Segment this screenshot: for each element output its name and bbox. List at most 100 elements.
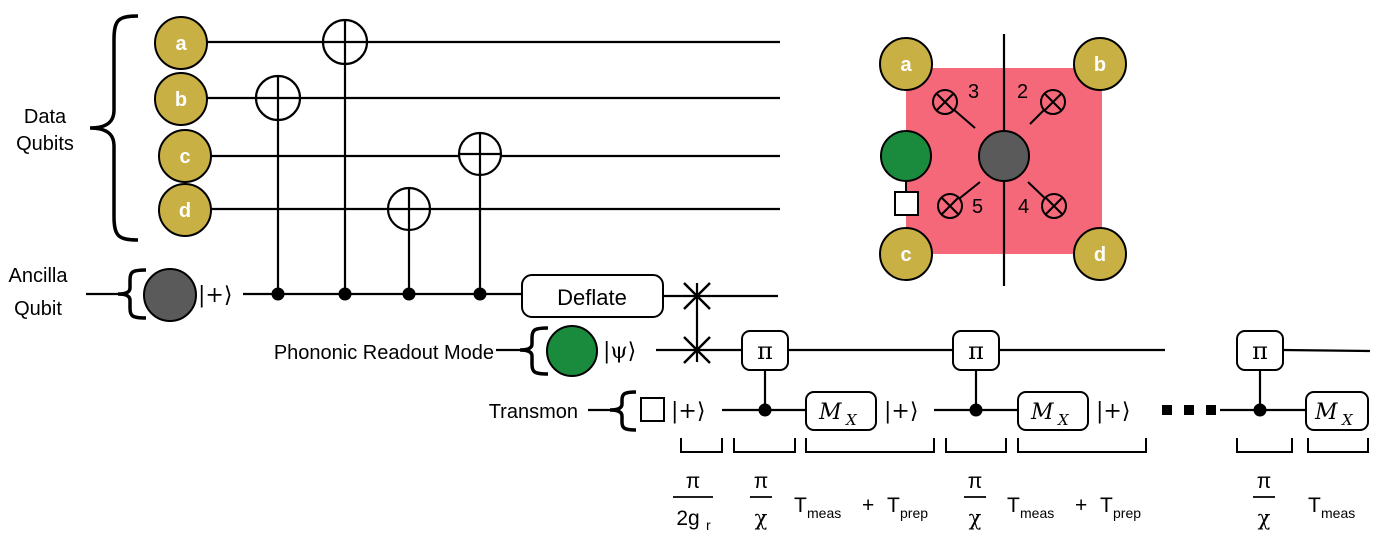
svg-text:M: M xyxy=(1314,400,1338,425)
svg-text:π: π xyxy=(1252,337,1268,365)
coupler-5: 5 xyxy=(937,193,983,219)
transmon-brace xyxy=(609,390,637,432)
phononic-mode xyxy=(546,325,598,377)
svg-text:X: X xyxy=(1341,411,1354,429)
svg-text:T: T xyxy=(794,494,807,517)
data-qubit-c: c xyxy=(158,129,212,183)
inset-ancilla xyxy=(978,130,1030,182)
svg-text:π: π xyxy=(968,470,983,493)
timing-meas-prep-1: T meas + T prep xyxy=(794,494,928,521)
inset-qubit-c: c xyxy=(879,227,933,281)
phononic-brace xyxy=(519,326,549,376)
coupler-3: 3 xyxy=(932,81,979,115)
inset-qubit-a: a xyxy=(879,37,933,91)
svg-text:r: r xyxy=(706,517,711,533)
ancilla-brace xyxy=(117,268,147,320)
deflate-gate: Deflate xyxy=(521,274,664,318)
svg-text:b: b xyxy=(175,89,187,111)
timing-chi-3: π χ xyxy=(1253,470,1275,530)
svg-text:+: + xyxy=(862,494,874,517)
timing-chi-2: π χ xyxy=(964,470,986,530)
svg-text:2: 2 xyxy=(1017,81,1028,103)
controlled-pi-3: π xyxy=(1236,330,1284,417)
svg-text:T: T xyxy=(1100,494,1113,517)
ancilla-qubit xyxy=(143,268,197,322)
inset-qubit-d: d xyxy=(1073,227,1127,281)
svg-text:meas: meas xyxy=(1020,505,1054,521)
measure-x-2: M X xyxy=(1017,391,1089,431)
svg-text:T: T xyxy=(1007,494,1020,517)
transmon-square xyxy=(640,397,665,422)
ancilla-ket: |+⟩ xyxy=(198,283,232,308)
cnot-b xyxy=(254,74,302,301)
controlled-pi-1: π xyxy=(741,330,789,417)
timing-chi-1: π χ xyxy=(750,470,772,530)
svg-text:χ: χ xyxy=(1258,506,1271,530)
ancilla-label-1: Ancilla xyxy=(9,265,69,287)
svg-text:3: 3 xyxy=(968,81,979,103)
svg-text:π: π xyxy=(754,470,769,493)
measure-x-3: M X xyxy=(1305,391,1369,431)
controlled-pi-2: π xyxy=(952,330,1000,417)
data-qubit-d: d xyxy=(158,183,212,237)
inset-transmon xyxy=(894,191,919,216)
cnot-a xyxy=(321,18,369,301)
svg-text:π: π xyxy=(968,337,984,365)
svg-text:π: π xyxy=(686,470,701,493)
phononic-ket: |ψ⟩ xyxy=(603,339,636,364)
timing-meas-prep-2: T meas + T prep xyxy=(1007,494,1141,521)
svg-text:meas: meas xyxy=(1321,505,1355,521)
svg-text:+: + xyxy=(1075,494,1087,517)
data-qubits-brace xyxy=(89,14,139,242)
reset-ket-1: |+⟩ xyxy=(884,399,918,424)
coupler-4: 4 xyxy=(1018,193,1067,219)
svg-text:X: X xyxy=(1057,411,1070,429)
reset-ket-2: |+⟩ xyxy=(1096,399,1130,424)
svg-text:π: π xyxy=(757,337,773,365)
timing-meas-3: T meas xyxy=(1308,494,1355,521)
cnot-d xyxy=(386,186,432,301)
svg-text:2g: 2g xyxy=(676,507,699,530)
svg-text:d: d xyxy=(1094,244,1106,266)
measure-x-1: M X xyxy=(805,391,877,431)
svg-text:χ: χ xyxy=(755,506,768,530)
data-qubit-b: b xyxy=(154,72,208,126)
svg-text:5: 5 xyxy=(972,196,983,218)
svg-text:a: a xyxy=(175,33,187,55)
svg-text:meas: meas xyxy=(807,505,841,521)
timing-swap: π 2g r xyxy=(673,470,713,533)
svg-text:M: M xyxy=(1030,400,1054,425)
cnot-c xyxy=(457,131,503,301)
svg-text:a: a xyxy=(900,54,912,76)
swap-gate xyxy=(683,282,711,364)
svg-text:prep: prep xyxy=(900,505,928,521)
svg-text:Deflate: Deflate xyxy=(557,285,627,310)
data-qubits-label-1: Data xyxy=(24,106,67,128)
svg-text:T: T xyxy=(887,494,900,517)
svg-text:M: M xyxy=(818,400,842,425)
ancilla-label-2: Qubit xyxy=(14,298,62,320)
svg-text:d: d xyxy=(179,200,191,222)
svg-text:T: T xyxy=(1308,494,1321,517)
data-qubits-label-2: Qubits xyxy=(16,133,74,155)
svg-text:χ: χ xyxy=(969,506,982,530)
svg-text:prep: prep xyxy=(1113,505,1141,521)
ellipsis-dots xyxy=(1162,405,1216,415)
svg-text:4: 4 xyxy=(1018,196,1029,218)
transmon-ket: |+⟩ xyxy=(671,399,705,424)
data-qubit-a: a xyxy=(154,16,208,70)
svg-text:b: b xyxy=(1094,54,1106,76)
inset-phononic xyxy=(880,130,932,182)
svg-text:π: π xyxy=(1257,470,1272,493)
inset-qubit-b: b xyxy=(1073,37,1127,91)
inset-plaquette: 3 2 5 4 a xyxy=(879,34,1127,286)
svg-text:c: c xyxy=(900,244,911,266)
transmon-label: Transmon xyxy=(489,401,578,423)
svg-text:c: c xyxy=(179,146,190,168)
phononic-wire xyxy=(656,348,1371,353)
timing-brackets xyxy=(680,438,1369,453)
phononic-label: Phononic Readout Mode xyxy=(274,342,494,364)
svg-text:X: X xyxy=(845,411,858,429)
coupler-2: 2 xyxy=(1017,81,1066,115)
